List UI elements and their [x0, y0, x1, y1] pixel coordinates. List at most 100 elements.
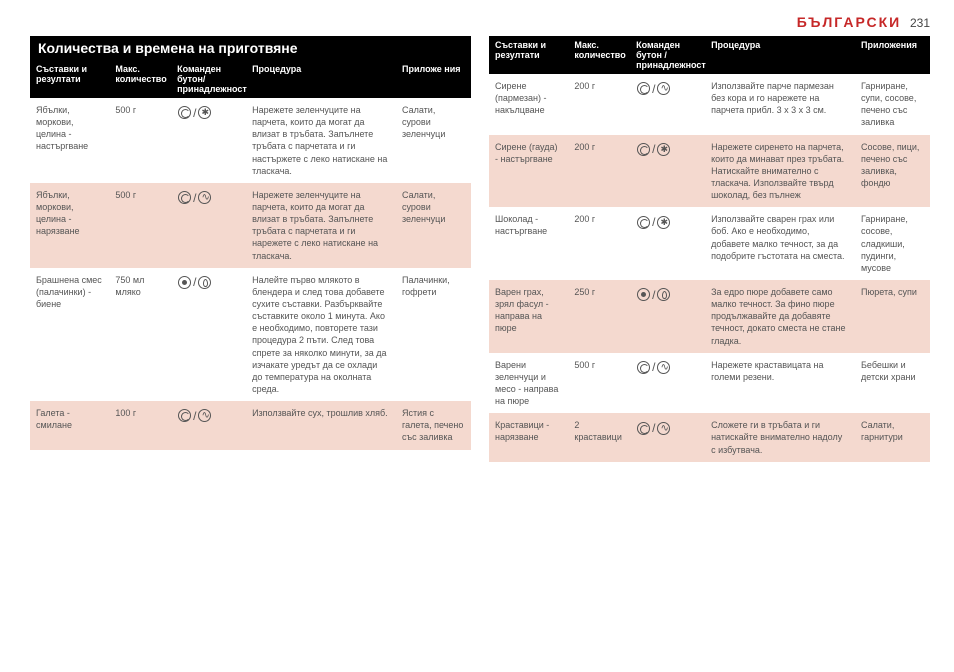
spiral-icon	[178, 191, 191, 204]
spiral-icon	[637, 216, 650, 229]
cell-button: /	[630, 135, 705, 208]
cell-applications: Бебешки и детски храни	[855, 353, 930, 414]
cell-quantity: 750 мл мляко	[109, 268, 171, 401]
cell-ingredients: Сирене (пармезан) - накълцване	[489, 74, 568, 135]
cell-applications: Сосове, пици, печено със заливка, фондю	[855, 135, 930, 208]
spiral-icon	[637, 82, 650, 95]
cell-ingredients: Варен грах, зрял фасул - направа на пюре	[489, 280, 568, 353]
cell-button: /	[171, 183, 246, 268]
cell-button: /	[171, 98, 246, 183]
spiral-icon	[178, 106, 191, 119]
col-procedure: Процедура	[246, 60, 396, 98]
cell-button: /	[171, 268, 246, 401]
wave-icon	[657, 82, 670, 95]
slash-separator: /	[193, 408, 196, 424]
cell-applications: Салати, сурови зеленчуци	[396, 98, 471, 183]
cross-icon	[657, 216, 670, 229]
cell-ingredients: Варени зеленчуци и месо - направа на пюр…	[489, 353, 568, 414]
cell-button: /	[171, 401, 246, 449]
slash-separator: /	[193, 190, 196, 206]
slash-separator: /	[652, 141, 655, 157]
pulse-icon	[178, 276, 191, 289]
language-label: БЪЛГАРСКИ	[797, 14, 901, 30]
cell-applications: Палачинки, гофрети	[396, 268, 471, 401]
cell-quantity: 2 краставици	[568, 413, 630, 461]
table-row: Шоколад - настъргване200 г / Използвайте с…	[489, 207, 930, 280]
slash-separator: /	[193, 274, 196, 290]
table-header-row: Съставки и резултати Макс. количество Ко…	[30, 60, 471, 98]
table-row: Варен грах, зрял фасул - направа на пюре…	[489, 280, 930, 353]
col-button: Команден бутон/ принадлежност	[171, 60, 246, 98]
drop-icon	[657, 288, 670, 301]
wave-icon	[198, 191, 211, 204]
col-button: Команден бутон / принадлежност	[630, 36, 705, 74]
cell-procedure: Нарежете краставицата на големи резени.	[705, 353, 855, 414]
cell-procedure: Нарежете зеленчуците на парчета, които д…	[246, 183, 396, 268]
right-column: Съставки и резултати Макс. количество Ко…	[489, 36, 930, 462]
col-quantity: Макс. количество	[109, 60, 171, 98]
cell-quantity: 200 г	[568, 74, 630, 135]
table-row: Сирене (гауда) - настъргване200 г / Нареже…	[489, 135, 930, 208]
cell-quantity: 100 г	[109, 401, 171, 449]
table-row: Брашнена смес (палачинки) - биене750 мл …	[30, 268, 471, 401]
slash-separator: /	[193, 105, 196, 121]
cell-ingredients: Ябълки, моркови, целина - настъргване	[30, 98, 109, 183]
col-applications: Приложе ния	[396, 60, 471, 98]
cell-procedure: Сложете ги в тръбата и ги натискайте вни…	[705, 413, 855, 461]
drop-icon	[198, 276, 211, 289]
col-ingredients: Съставки и резултати	[489, 36, 568, 74]
right-table: Съставки и резултати Макс. количество Ко…	[489, 36, 930, 462]
cell-ingredients: Брашнена смес (палачинки) - биене	[30, 268, 109, 401]
page-number: 231	[910, 16, 930, 30]
wave-icon	[657, 361, 670, 374]
slash-separator: /	[652, 81, 655, 97]
cell-applications: Салати, гарнитури	[855, 413, 930, 461]
cell-procedure: Използвайте сух, трошлив хляб.	[246, 401, 396, 449]
cell-applications: Пюрета, супи	[855, 280, 930, 353]
cell-ingredients: Галета - смилане	[30, 401, 109, 449]
page-header: БЪЛГАРСКИ 231	[30, 14, 930, 30]
cell-quantity: 200 г	[568, 135, 630, 208]
cross-icon	[198, 106, 211, 119]
spiral-icon	[178, 409, 191, 422]
slash-separator: /	[652, 359, 655, 375]
cell-quantity: 500 г	[109, 98, 171, 183]
content-columns: Количества и времена на приготвяне Съста…	[30, 36, 930, 462]
cell-procedure: Използвайте парче пармезан без кора и го…	[705, 74, 855, 135]
slash-separator: /	[652, 420, 655, 436]
col-procedure: Процедура	[705, 36, 855, 74]
cell-applications: Гарниране, супи, сосове, печено със зали…	[855, 74, 930, 135]
cell-applications: Гарниране, сосове, сладкиши, пудинги, му…	[855, 207, 930, 280]
table-header-row: Съставки и резултати Макс. количество Ко…	[489, 36, 930, 74]
cell-button: /	[630, 74, 705, 135]
col-applications: Приложения	[855, 36, 930, 74]
cell-procedure: За едро пюре добавете само малко течност…	[705, 280, 855, 353]
cell-procedure: Нарежете сиренето на парчета, които да м…	[705, 135, 855, 208]
col-ingredients: Съставки и резултати	[30, 60, 109, 98]
section-title: Количества и времена на приготвяне	[30, 36, 471, 60]
cell-ingredients: Сирене (гауда) - настъргване	[489, 135, 568, 208]
wave-icon	[198, 409, 211, 422]
spiral-icon	[637, 143, 650, 156]
cell-ingredients: Шоколад - настъргване	[489, 207, 568, 280]
cell-procedure: Използвайте сварен грах или боб. Ако е н…	[705, 207, 855, 280]
cell-button: /	[630, 207, 705, 280]
slash-separator: /	[652, 287, 655, 303]
cell-button: /	[630, 280, 705, 353]
pulse-icon	[637, 288, 650, 301]
cell-applications: Салати, сурови зеленчуци	[396, 183, 471, 268]
cell-applications: Ястия с галета, печено със заливка	[396, 401, 471, 449]
left-column: Количества и времена на приготвяне Съста…	[30, 36, 471, 462]
cell-procedure: Нарежете зеленчуците на парчета, които д…	[246, 98, 396, 183]
slash-separator: /	[652, 214, 655, 230]
cell-quantity: 500 г	[109, 183, 171, 268]
cell-quantity: 500 г	[568, 353, 630, 414]
cell-quantity: 250 г	[568, 280, 630, 353]
cell-button: /	[630, 413, 705, 461]
table-row: Ябълки, моркови, целина - настъргване500…	[30, 98, 471, 183]
cell-quantity: 200 г	[568, 207, 630, 280]
cell-ingredients: Краставици - нарязване	[489, 413, 568, 461]
spiral-icon	[637, 361, 650, 374]
cell-procedure: Налейте първо млякото в блендера и след …	[246, 268, 396, 401]
left-table: Съставки и резултати Макс. количество Ко…	[30, 60, 471, 450]
